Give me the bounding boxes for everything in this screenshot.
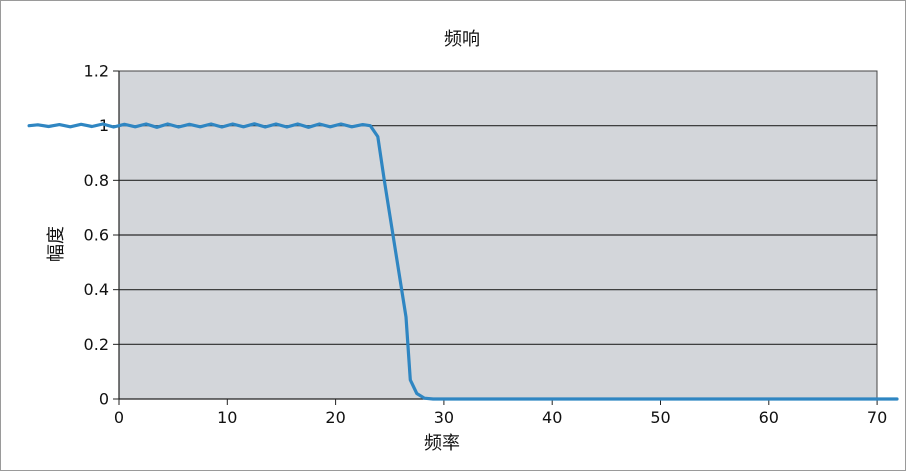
chart-title: 频响 (444, 29, 480, 50)
y-axis-label: 幅度 (46, 226, 67, 262)
y-tick-label: 1.2 (84, 62, 109, 81)
x-tick-label: 50 (650, 408, 670, 427)
y-tick-label: 0 (99, 390, 109, 409)
x-tick-label: 70 (867, 408, 887, 427)
y-tick-label: 0.8 (84, 171, 109, 190)
y-tick-label: 0.6 (84, 226, 109, 245)
x-axis-ticks: 0 10 20 30 40 50 60 70 (114, 399, 887, 427)
x-tick-label: 0 (114, 408, 124, 427)
y-tick-label: 0.4 (84, 280, 109, 299)
x-tick-label: 20 (325, 408, 345, 427)
x-axis-label: 频率 (424, 433, 460, 454)
x-tick-label: 10 (217, 408, 237, 427)
y-axis-ticks: 00.20.40.60.811.2 (84, 62, 119, 409)
x-tick-label: 30 (434, 408, 454, 427)
series-line (27, 122, 899, 401)
x-tick-label: 40 (542, 408, 562, 427)
y-tick-label: 0.2 (84, 335, 109, 354)
x-tick-label: 60 (759, 408, 779, 427)
